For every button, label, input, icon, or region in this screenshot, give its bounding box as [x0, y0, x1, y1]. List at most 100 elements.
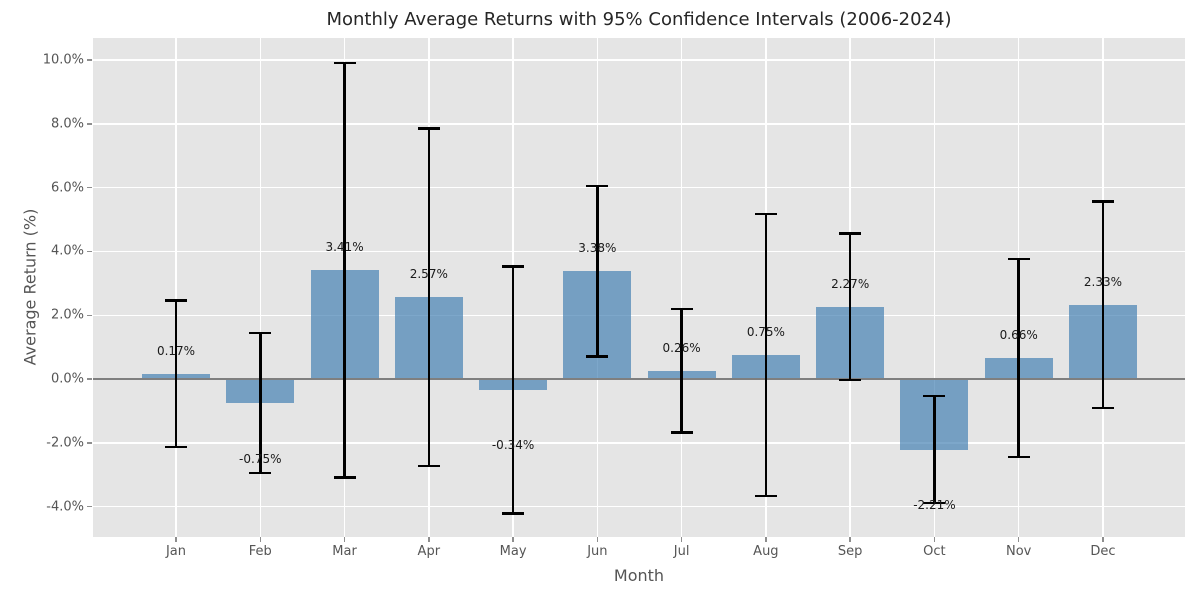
error-bar-cap-bottom — [839, 378, 862, 382]
error-bar-cap-top — [1007, 257, 1030, 261]
y-gridline — [93, 123, 1185, 125]
bar-value-label: 3.41% — [325, 240, 364, 255]
bar-value-label: 2.57% — [409, 267, 448, 282]
y-gridline — [93, 59, 1185, 61]
error-bar-cap-bottom — [333, 476, 356, 479]
y-tick-mark — [87, 314, 92, 316]
error-bar-cap-top — [923, 394, 946, 398]
error-bar-feb — [259, 333, 262, 473]
x-tick-label: May — [499, 544, 527, 559]
y-tick-mark — [87, 250, 92, 253]
x-gridline — [933, 38, 936, 537]
x-tick-label: Dec — [1090, 544, 1116, 559]
error-bar-cap-top — [502, 265, 525, 268]
error-bar-cap-bottom — [754, 494, 777, 498]
error-bar-cap-top — [417, 127, 440, 130]
error-bar-cap-bottom — [165, 445, 187, 449]
error-bar-cap-top — [586, 184, 609, 188]
x-tick-label: Jul — [673, 544, 690, 559]
error-bar-dec — [1101, 201, 1105, 409]
bar-value-label: -2.21% — [913, 498, 956, 513]
x-axis-label: Month — [613, 566, 665, 585]
x-tick-mark — [680, 537, 683, 542]
error-bar-cap-bottom — [923, 501, 946, 505]
y-tick-label: -2.0% — [46, 435, 84, 451]
error-bar-cap-bottom — [502, 512, 525, 515]
y-tick-mark — [87, 505, 92, 508]
error-bar-cap-top — [249, 331, 272, 335]
bar-value-label: 2.27% — [831, 276, 870, 291]
x-tick-label: Apr — [417, 544, 441, 559]
y-gridline — [93, 314, 1185, 316]
x-tick-label: Jan — [165, 544, 187, 559]
y-axis-label: Average Return (%) — [20, 208, 40, 366]
bar-value-label: 0.26% — [662, 340, 701, 355]
y-tick-mark — [87, 59, 92, 61]
y-tick-mark — [87, 442, 92, 444]
x-tick-mark — [849, 537, 851, 542]
y-tick-label: -4.0% — [46, 499, 84, 515]
bar-value-label: 2.33% — [1083, 274, 1123, 289]
x-tick-label: Nov — [1006, 544, 1032, 559]
zero-baseline — [93, 378, 1185, 381]
x-tick-label: Jun — [587, 544, 608, 559]
error-bar-may — [511, 266, 515, 514]
error-bar-cap-top — [165, 299, 187, 302]
x-gridline — [259, 38, 262, 537]
x-gridline — [680, 38, 683, 537]
error-bar-cap-bottom — [249, 471, 272, 475]
x-tick-label: Mar — [332, 544, 357, 559]
x-tick-label: Sep — [837, 544, 863, 559]
x-tick-mark — [1017, 537, 1020, 542]
x-tick-mark — [1102, 537, 1104, 542]
error-bar-cap-bottom — [1007, 455, 1030, 459]
y-tick-label: 2.0% — [50, 307, 84, 323]
error-bar-oct — [933, 395, 936, 504]
y-tick-mark — [87, 123, 92, 125]
chart-title: Monthly Average Returns with 95% Confide… — [326, 9, 952, 30]
error-bar-cap-bottom — [1091, 406, 1114, 410]
x-tick-mark — [512, 537, 514, 542]
y-gridline — [93, 442, 1185, 444]
error-bar-cap-top — [1091, 200, 1114, 203]
x-tick-mark — [596, 537, 599, 542]
bar-value-label: 0.66% — [999, 328, 1038, 343]
error-bar-cap-bottom — [586, 355, 609, 358]
error-bar-cap-top — [333, 61, 356, 65]
x-tick-label: Feb — [248, 544, 272, 559]
x-tick-label: Oct — [923, 544, 946, 559]
y-tick-mark — [87, 186, 92, 189]
y-tick-label: 10.0% — [42, 52, 84, 68]
y-gridline — [93, 186, 1185, 189]
x-gridline — [175, 38, 177, 537]
y-gridline — [93, 505, 1185, 508]
x-tick-mark — [259, 537, 262, 542]
error-bar-cap-top — [839, 232, 862, 235]
y-tick-label: 8.0% — [50, 116, 84, 132]
error-bar-jul — [680, 309, 683, 433]
plot-area: 0.17% -0.75% 3.41% 2.57% -0.34% 3.38% 0.26% 0.7… — [93, 38, 1185, 537]
error-bar-cap-bottom — [417, 464, 440, 468]
bar-value-label: -0.34% — [491, 438, 535, 453]
y-tick-mark — [87, 378, 92, 380]
error-bar-sep — [848, 233, 852, 380]
bar-value-label: 0.75% — [746, 325, 785, 340]
error-bar-jan — [174, 300, 178, 447]
x-tick-label: Aug — [753, 544, 779, 559]
x-tick-mark — [343, 537, 346, 542]
y-gridline — [93, 250, 1185, 253]
bar-value-label: 0.17% — [156, 343, 196, 358]
x-tick-mark — [175, 537, 177, 542]
bar-value-label: -0.75% — [239, 451, 282, 466]
error-bar-apr — [427, 128, 431, 466]
error-bar-cap-top — [670, 307, 693, 311]
bar-value-label: 3.38% — [578, 241, 617, 256]
error-bar-jun — [596, 186, 599, 357]
error-bar-cap-top — [754, 212, 777, 216]
y-tick-label: 0.0% — [50, 371, 84, 387]
x-tick-mark — [765, 537, 767, 542]
x-tick-mark — [428, 537, 430, 542]
y-tick-label: 4.0% — [50, 243, 84, 259]
error-bar-mar — [343, 63, 346, 478]
